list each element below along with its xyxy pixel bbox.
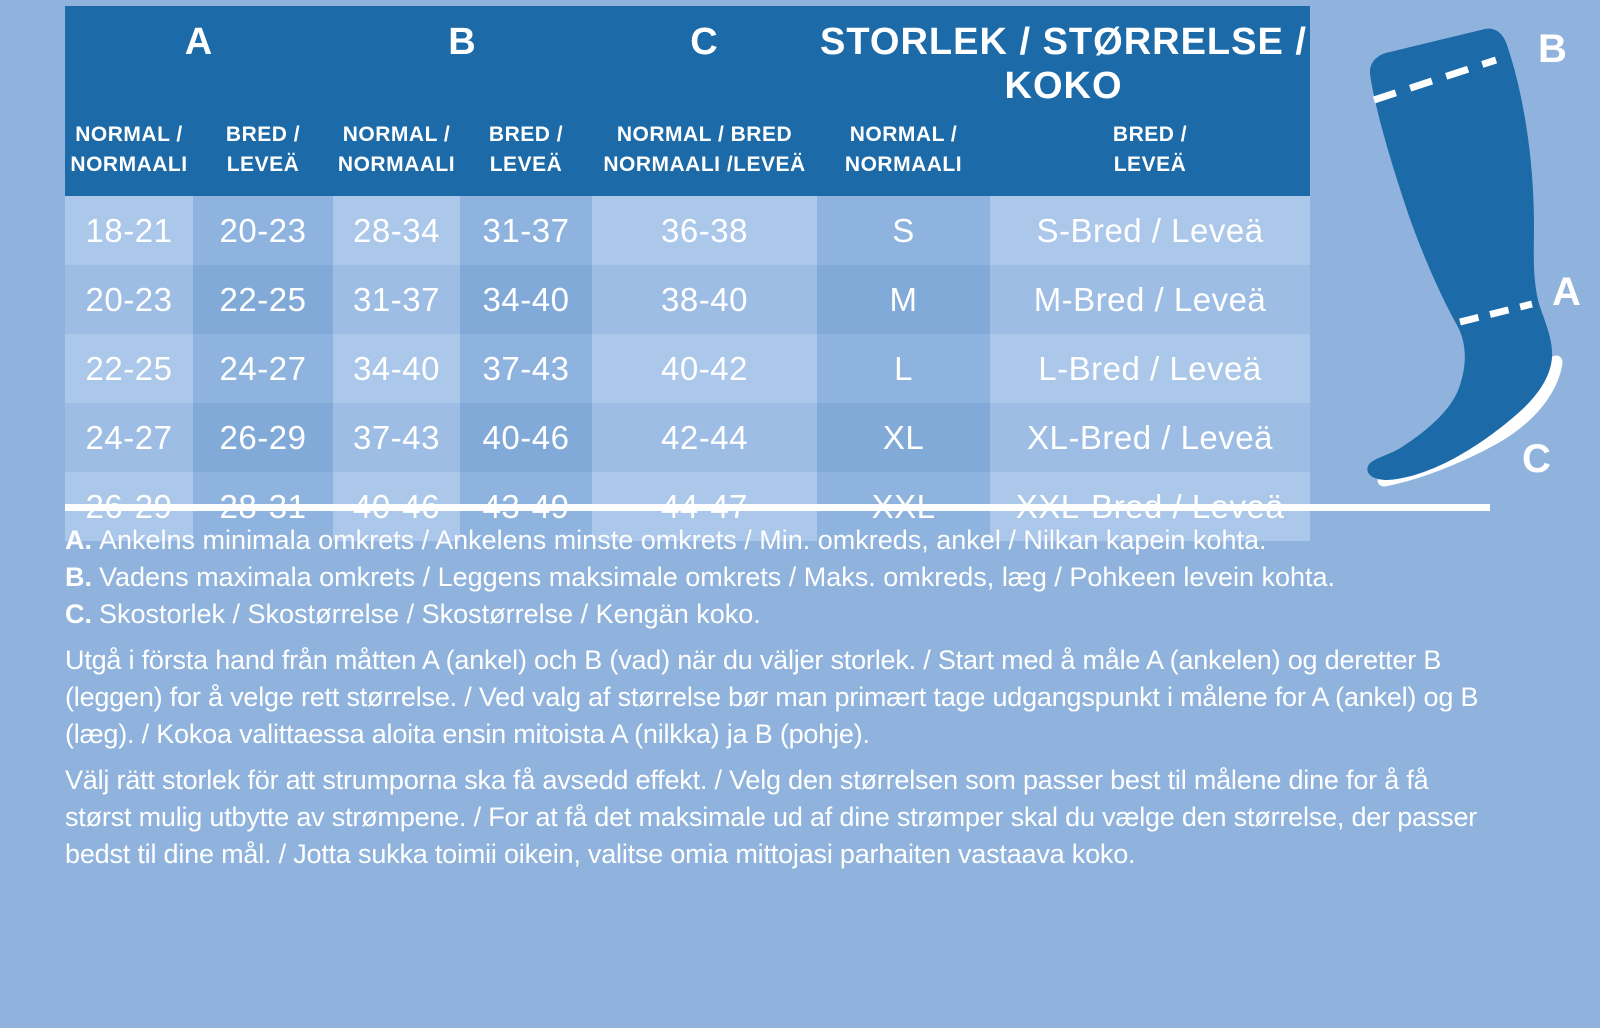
column-group-row: A B C STORLEK / STØRRELSE / KOKO: [65, 20, 1310, 108]
table-cell: 34-40: [460, 265, 592, 334]
table-cell: 37-43: [333, 403, 460, 472]
subheader-line: BRED /: [225, 123, 301, 146]
legend-line-a: A. Ankelns minimala omkrets / Ankelens mi…: [65, 522, 1495, 559]
legend-prefix-b: B.: [65, 562, 92, 592]
table-cell: 40-46: [460, 403, 592, 472]
subheader-line: LEVEÄ: [1113, 153, 1187, 176]
subheader-line: LEVEÄ: [226, 153, 300, 176]
legend-line-b: B. Vadens maximala omkrets / Leggens maks…: [65, 559, 1495, 596]
measure-line-b: [1372, 56, 1498, 104]
table-body: 18-21 20-23 28-34 31-37 36-38 S S-Bred /…: [65, 196, 1310, 541]
subheader-c: NORMAL / BRED NORMAALI /LEVEÄ: [592, 120, 817, 180]
table-cell: L: [817, 334, 990, 403]
measure-line-a: [1459, 300, 1533, 326]
size-table: A B C STORLEK / STØRRELSE / KOKO NORMAL …: [65, 6, 1310, 541]
sock-label-b: B: [1538, 27, 1567, 71]
subheader-size-bred: BRED / LEVEÄ: [990, 120, 1310, 180]
subheader-line: NORMAL /: [342, 123, 451, 146]
table-cell: 24-27: [65, 403, 193, 472]
column-group-a: A: [184, 21, 214, 63]
table-cell: 26-29: [193, 403, 333, 472]
column-group-b: B: [448, 21, 477, 63]
table-cell: 24-27: [193, 334, 333, 403]
table-cell: 18-21: [65, 196, 193, 265]
table-cell: 40-42: [592, 334, 817, 403]
legend-text-a: Ankelns minimala omkrets / Ankelens mins…: [99, 525, 1267, 555]
table-cell: 28-34: [333, 196, 460, 265]
table-cell: XL-Bred / Leveä: [990, 403, 1310, 472]
table-cell: S-Bred / Leveä: [990, 196, 1310, 265]
subheader-line: BRED /: [488, 123, 564, 146]
subheader-b-bred: BRED / LEVEÄ: [460, 120, 592, 180]
table-cell: 34-40: [333, 334, 460, 403]
table-cell: 22-25: [65, 334, 193, 403]
table-cell: XL: [817, 403, 990, 472]
subheader-line: NORMAL /: [75, 123, 183, 146]
legend-text-b: Vadens maximala omkrets / Leggens maksim…: [99, 562, 1336, 592]
legend-prefix-a: A.: [65, 525, 92, 555]
table-cell: 42-44: [592, 403, 817, 472]
subheader-line: NORMAALI: [337, 153, 456, 176]
table-cell: S: [817, 196, 990, 265]
subheader-line: NORMAALI /LEVEÄ: [603, 153, 806, 176]
subheader-a-bred: BRED / LEVEÄ: [193, 120, 333, 180]
sock-shape: [1367, 28, 1553, 480]
subheader-line: NORMAALI: [70, 153, 188, 176]
subheader-line: NORMAL /: [849, 123, 958, 146]
table-cell: 20-23: [65, 265, 193, 334]
table-cell: M: [817, 265, 990, 334]
table-cell: L-Bred / Leveä: [990, 334, 1310, 403]
subheader-b-normal: NORMAL / NORMAALI: [333, 120, 460, 180]
sock-illustration: B A C: [1367, 27, 1581, 487]
subheader-line: BRED /: [1112, 123, 1188, 146]
legend-text-c: Skostorlek / Skostørrelse / Skostørrelse…: [99, 599, 761, 629]
table-header: A B C STORLEK / STØRRELSE / KOKO NORMAL …: [65, 6, 1310, 196]
subheader-line: LEVEÄ: [489, 153, 563, 176]
table-cell: 31-37: [460, 196, 592, 265]
table-cell: M-Bred / Leveä: [990, 265, 1310, 334]
divider-line: [65, 504, 1490, 511]
legend-prefix-c: C.: [65, 599, 92, 629]
subheader-a-normal: NORMAL / NORMAALI: [65, 120, 193, 180]
column-subheader-row: NORMAL / NORMAALI BRED / LEVEÄ NORMAL / NOR…: [65, 120, 1310, 180]
subheader-size-normal: NORMAL / NORMAALI: [817, 120, 990, 180]
table-cell: 31-37: [333, 265, 460, 334]
table-cell: 20-23: [193, 196, 333, 265]
subheader-line: NORMAL / BRED: [616, 123, 793, 146]
table-cell: 36-38: [592, 196, 817, 265]
subheader-line: NORMAALI: [844, 153, 963, 176]
instructions-paragraph-1: Utgå i första hand från måtten A (ankel)…: [65, 645, 1479, 749]
legend-line-c: C. Skostorlek / Skostørrelse / Skostørrel…: [65, 596, 1495, 633]
column-group-c: C: [690, 21, 719, 63]
sock-label-c: C: [1522, 437, 1551, 481]
measurement-notes: A. Ankelns minimala omkrets / Ankelens mi…: [65, 522, 1495, 873]
sock-measurement-diagram: B A C: [1300, 0, 1600, 500]
instructions-paragraph-2: Välj rätt storlek för att strumporna ska…: [65, 765, 1478, 869]
sock-label-a: A: [1552, 270, 1581, 314]
table-cell: 37-43: [460, 334, 592, 403]
column-group-size: STORLEK / STØRRELSE / KOKO: [820, 21, 1307, 107]
table-cell: 22-25: [193, 265, 333, 334]
table-cell: 38-40: [592, 265, 817, 334]
